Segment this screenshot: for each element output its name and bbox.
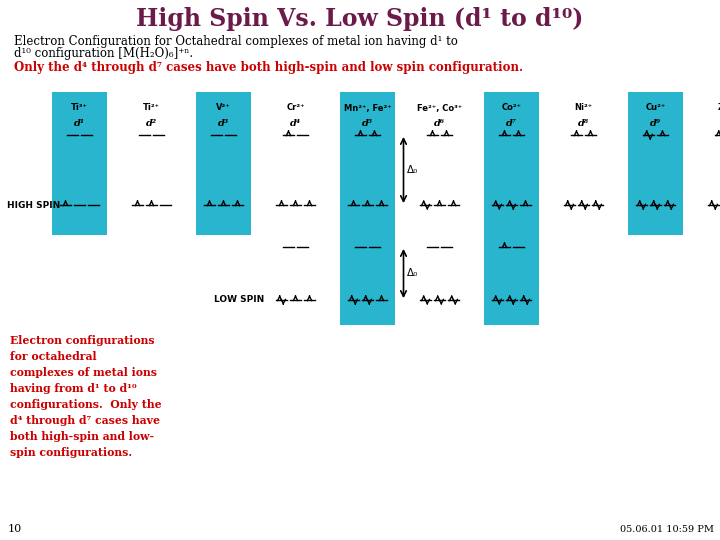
Bar bbox=[196, 92, 251, 235]
Text: spin configurations.: spin configurations. bbox=[10, 447, 132, 458]
Text: Co²⁺: Co²⁺ bbox=[502, 104, 521, 112]
Text: 10: 10 bbox=[8, 524, 22, 534]
Text: d⁴: d⁴ bbox=[290, 118, 301, 127]
Text: Ti²⁺: Ti²⁺ bbox=[143, 104, 160, 112]
Text: Zn²⁺: Zn²⁺ bbox=[717, 104, 720, 112]
Text: LOW SPIN: LOW SPIN bbox=[214, 295, 264, 305]
Text: having from d¹ to d¹⁰: having from d¹ to d¹⁰ bbox=[10, 383, 137, 394]
Text: for octahedral: for octahedral bbox=[10, 351, 96, 362]
Text: Cr²⁺: Cr²⁺ bbox=[287, 104, 305, 112]
Text: configurations.  Only the: configurations. Only the bbox=[10, 399, 161, 410]
Text: complexes of metal ions: complexes of metal ions bbox=[10, 367, 157, 378]
Text: d¹⁰ configuration [M(H₂O)₆]⁺ⁿ.: d¹⁰ configuration [M(H₂O)₆]⁺ⁿ. bbox=[14, 48, 193, 60]
Text: V²⁺: V²⁺ bbox=[216, 104, 231, 112]
Text: Electron Configuration for Octahedral complexes of metal ion having d¹ to: Electron Configuration for Octahedral co… bbox=[14, 36, 458, 49]
Text: HIGH SPIN: HIGH SPIN bbox=[7, 200, 60, 210]
Text: Electron configurations: Electron configurations bbox=[10, 335, 155, 346]
Text: Ni²⁺: Ni²⁺ bbox=[575, 104, 593, 112]
Text: Fe²⁺, Co³⁺: Fe²⁺, Co³⁺ bbox=[417, 104, 462, 112]
Text: Δ₀: Δ₀ bbox=[407, 165, 418, 175]
Text: d⁸: d⁸ bbox=[578, 118, 589, 127]
Text: d⁷: d⁷ bbox=[506, 118, 517, 127]
Text: 05.06.01 10:59 PM: 05.06.01 10:59 PM bbox=[620, 525, 714, 534]
Text: d¹: d¹ bbox=[74, 118, 85, 127]
Text: d³: d³ bbox=[218, 118, 229, 127]
Text: Cu²⁺: Cu²⁺ bbox=[645, 104, 665, 112]
Text: High Spin Vs. Low Spin (d¹ to d¹⁰): High Spin Vs. Low Spin (d¹ to d¹⁰) bbox=[136, 7, 584, 31]
Text: Δ₀: Δ₀ bbox=[407, 268, 418, 279]
Text: d²: d² bbox=[146, 118, 157, 127]
Bar bbox=[628, 92, 683, 235]
Bar bbox=[52, 92, 107, 235]
Text: d⁶: d⁶ bbox=[434, 118, 445, 127]
Bar bbox=[484, 92, 539, 235]
Text: d⁴ through d⁷ cases have: d⁴ through d⁷ cases have bbox=[10, 415, 160, 426]
Text: Ti³⁺: Ti³⁺ bbox=[71, 104, 88, 112]
Text: both high-spin and low-: both high-spin and low- bbox=[10, 431, 154, 442]
Bar bbox=[484, 230, 539, 325]
Text: Mn²⁺, Fe²⁺: Mn²⁺, Fe²⁺ bbox=[343, 104, 391, 112]
Bar bbox=[340, 230, 395, 325]
Text: d⁵: d⁵ bbox=[362, 118, 373, 127]
Bar bbox=[340, 92, 395, 235]
Text: Only the d⁴ through d⁷ cases have both high-spin and low spin configuration.: Only the d⁴ through d⁷ cases have both h… bbox=[14, 62, 523, 75]
Text: d⁹: d⁹ bbox=[650, 118, 661, 127]
